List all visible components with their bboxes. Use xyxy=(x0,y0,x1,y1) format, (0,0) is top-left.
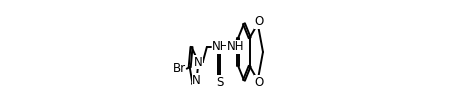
Text: NH: NH xyxy=(212,40,230,53)
Text: N: N xyxy=(194,56,202,69)
Text: O: O xyxy=(254,15,263,28)
Text: Br: Br xyxy=(172,62,185,75)
Text: O: O xyxy=(254,76,263,89)
Text: N: N xyxy=(192,74,201,87)
Text: NH: NH xyxy=(226,40,244,53)
Text: S: S xyxy=(215,76,223,89)
